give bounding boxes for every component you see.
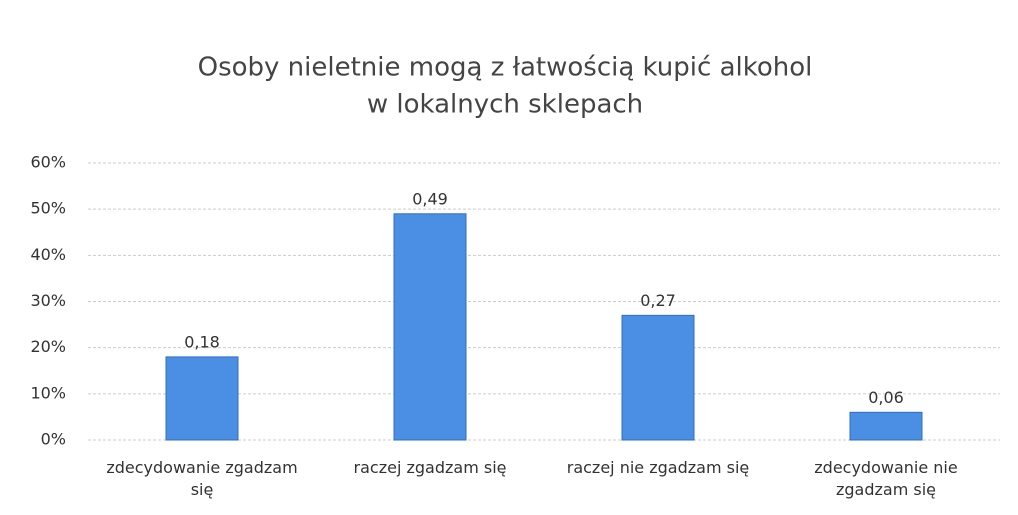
bar <box>849 411 923 441</box>
y-tick-label: 20% <box>30 337 66 356</box>
data-label: 0,27 <box>640 291 676 310</box>
y-tick-label: 10% <box>30 383 66 402</box>
bar <box>621 314 695 441</box>
bar <box>165 356 239 441</box>
x-tick-label: zdecydowanie zgadzam się <box>106 458 298 499</box>
chart-title: w lokalnych sklepach <box>367 90 643 120</box>
y-tick-label: 60% <box>30 153 66 172</box>
bar <box>393 213 467 441</box>
y-tick-label: 30% <box>30 291 66 310</box>
x-tick-label: raczej zgadzam się <box>353 458 507 477</box>
x-tick-label: zdecydowanie nie zgadzam się <box>814 458 958 499</box>
y-tick-label: 50% <box>30 199 66 218</box>
chart-title: Osoby nieletnie mogą z łatwością kupić a… <box>198 53 813 83</box>
data-label: 0,06 <box>868 388 904 407</box>
y-tick-label: 0% <box>41 430 66 449</box>
data-label: 0,49 <box>412 189 448 208</box>
y-tick-label: 40% <box>30 245 66 264</box>
data-label: 0,18 <box>184 332 220 351</box>
x-tick-label: raczej nie zgadzam się <box>566 458 750 477</box>
